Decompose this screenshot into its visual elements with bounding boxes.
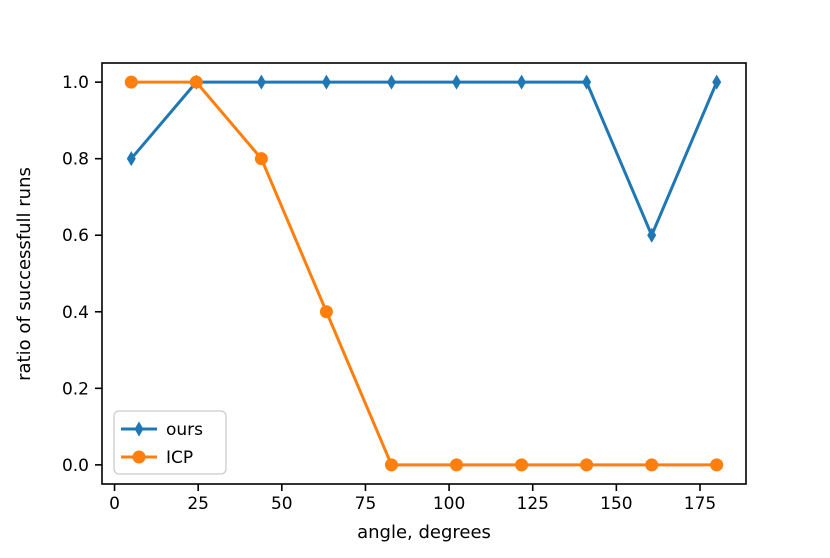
diamond-marker (647, 227, 657, 243)
y-tick-label: 0.6 (62, 226, 89, 246)
plot-area: 0 25 50 75 100 125 150 175 0.0 0.2 0.4 0.6 0.8 1.0 our… (62, 62, 747, 514)
x-tick-label: 25 (187, 494, 209, 514)
diamond-marker (126, 151, 136, 167)
y-tick-label: 0.2 (62, 379, 89, 399)
series-icp (124, 75, 724, 472)
diamond-marker (712, 74, 722, 90)
circle-marker (124, 75, 138, 89)
series-line (131, 80, 717, 467)
series-line (130, 80, 719, 237)
x-tick-label: 150 (600, 494, 632, 514)
circle-marker (384, 458, 398, 472)
diamond-marker (134, 421, 144, 437)
circle-marker (319, 305, 333, 319)
circle-marker (450, 458, 464, 472)
circle-marker (132, 450, 146, 464)
x-tick-label: 0 (109, 494, 120, 514)
x-tick-label: 75 (355, 494, 377, 514)
diamond-marker (582, 74, 592, 90)
circle-marker (710, 458, 724, 472)
legend: ours ICP (113, 410, 227, 475)
circle-marker (515, 458, 529, 472)
x-axis: 0 25 50 75 100 125 150 175 (109, 484, 716, 514)
diamond-marker (256, 74, 266, 90)
axes-frame (101, 62, 747, 485)
x-axis-label: angle, degrees (357, 522, 491, 543)
legend-label: ICP (166, 448, 193, 468)
diamond-marker (517, 74, 527, 90)
circle-marker (580, 458, 594, 472)
y-tick-label: 0.4 (62, 303, 89, 323)
diamond-marker (386, 74, 396, 90)
circle-marker (189, 75, 203, 89)
x-tick-label: 100 (433, 494, 465, 514)
x-tick-label: 125 (517, 494, 549, 514)
y-axis: 0.0 0.2 0.4 0.6 0.8 1.0 (62, 73, 102, 476)
legend-label: ours (166, 420, 203, 440)
y-tick-label: 0.8 (62, 150, 89, 170)
legend-entry-icp: ICP (121, 448, 193, 468)
circle-marker (254, 152, 268, 166)
x-tick-label: 175 (684, 494, 716, 514)
diamond-marker (321, 74, 331, 90)
y-axis-label: ratio of successfull runs (14, 167, 35, 381)
circle-marker (645, 458, 659, 472)
legend-entry-ours: ours (121, 420, 203, 440)
y-tick-label: 0.0 (62, 456, 89, 476)
x-tick-label: 50 (271, 494, 293, 514)
series-ours (126, 74, 722, 243)
diamond-marker (452, 74, 462, 90)
y-tick-label: 1.0 (62, 73, 89, 93)
